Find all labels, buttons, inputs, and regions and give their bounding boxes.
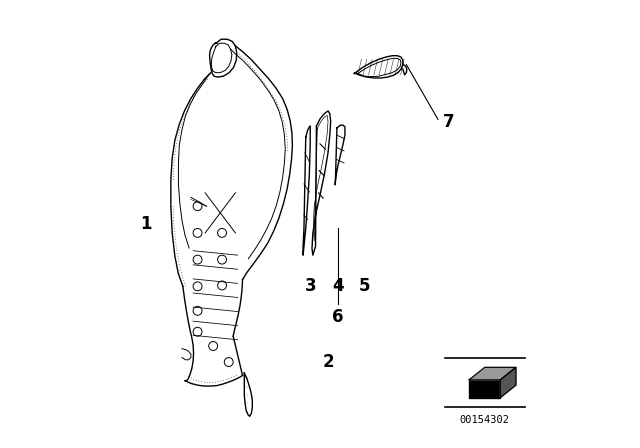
Polygon shape	[469, 367, 516, 380]
Text: 5: 5	[359, 277, 371, 295]
Text: 1: 1	[141, 215, 152, 233]
Text: 4: 4	[332, 277, 344, 295]
Text: 6: 6	[332, 309, 344, 327]
Text: 2: 2	[323, 353, 335, 371]
Text: 00154302: 00154302	[460, 414, 509, 425]
Polygon shape	[500, 367, 516, 398]
Text: 3: 3	[305, 277, 317, 295]
Polygon shape	[469, 380, 500, 398]
Text: 7: 7	[444, 112, 455, 131]
